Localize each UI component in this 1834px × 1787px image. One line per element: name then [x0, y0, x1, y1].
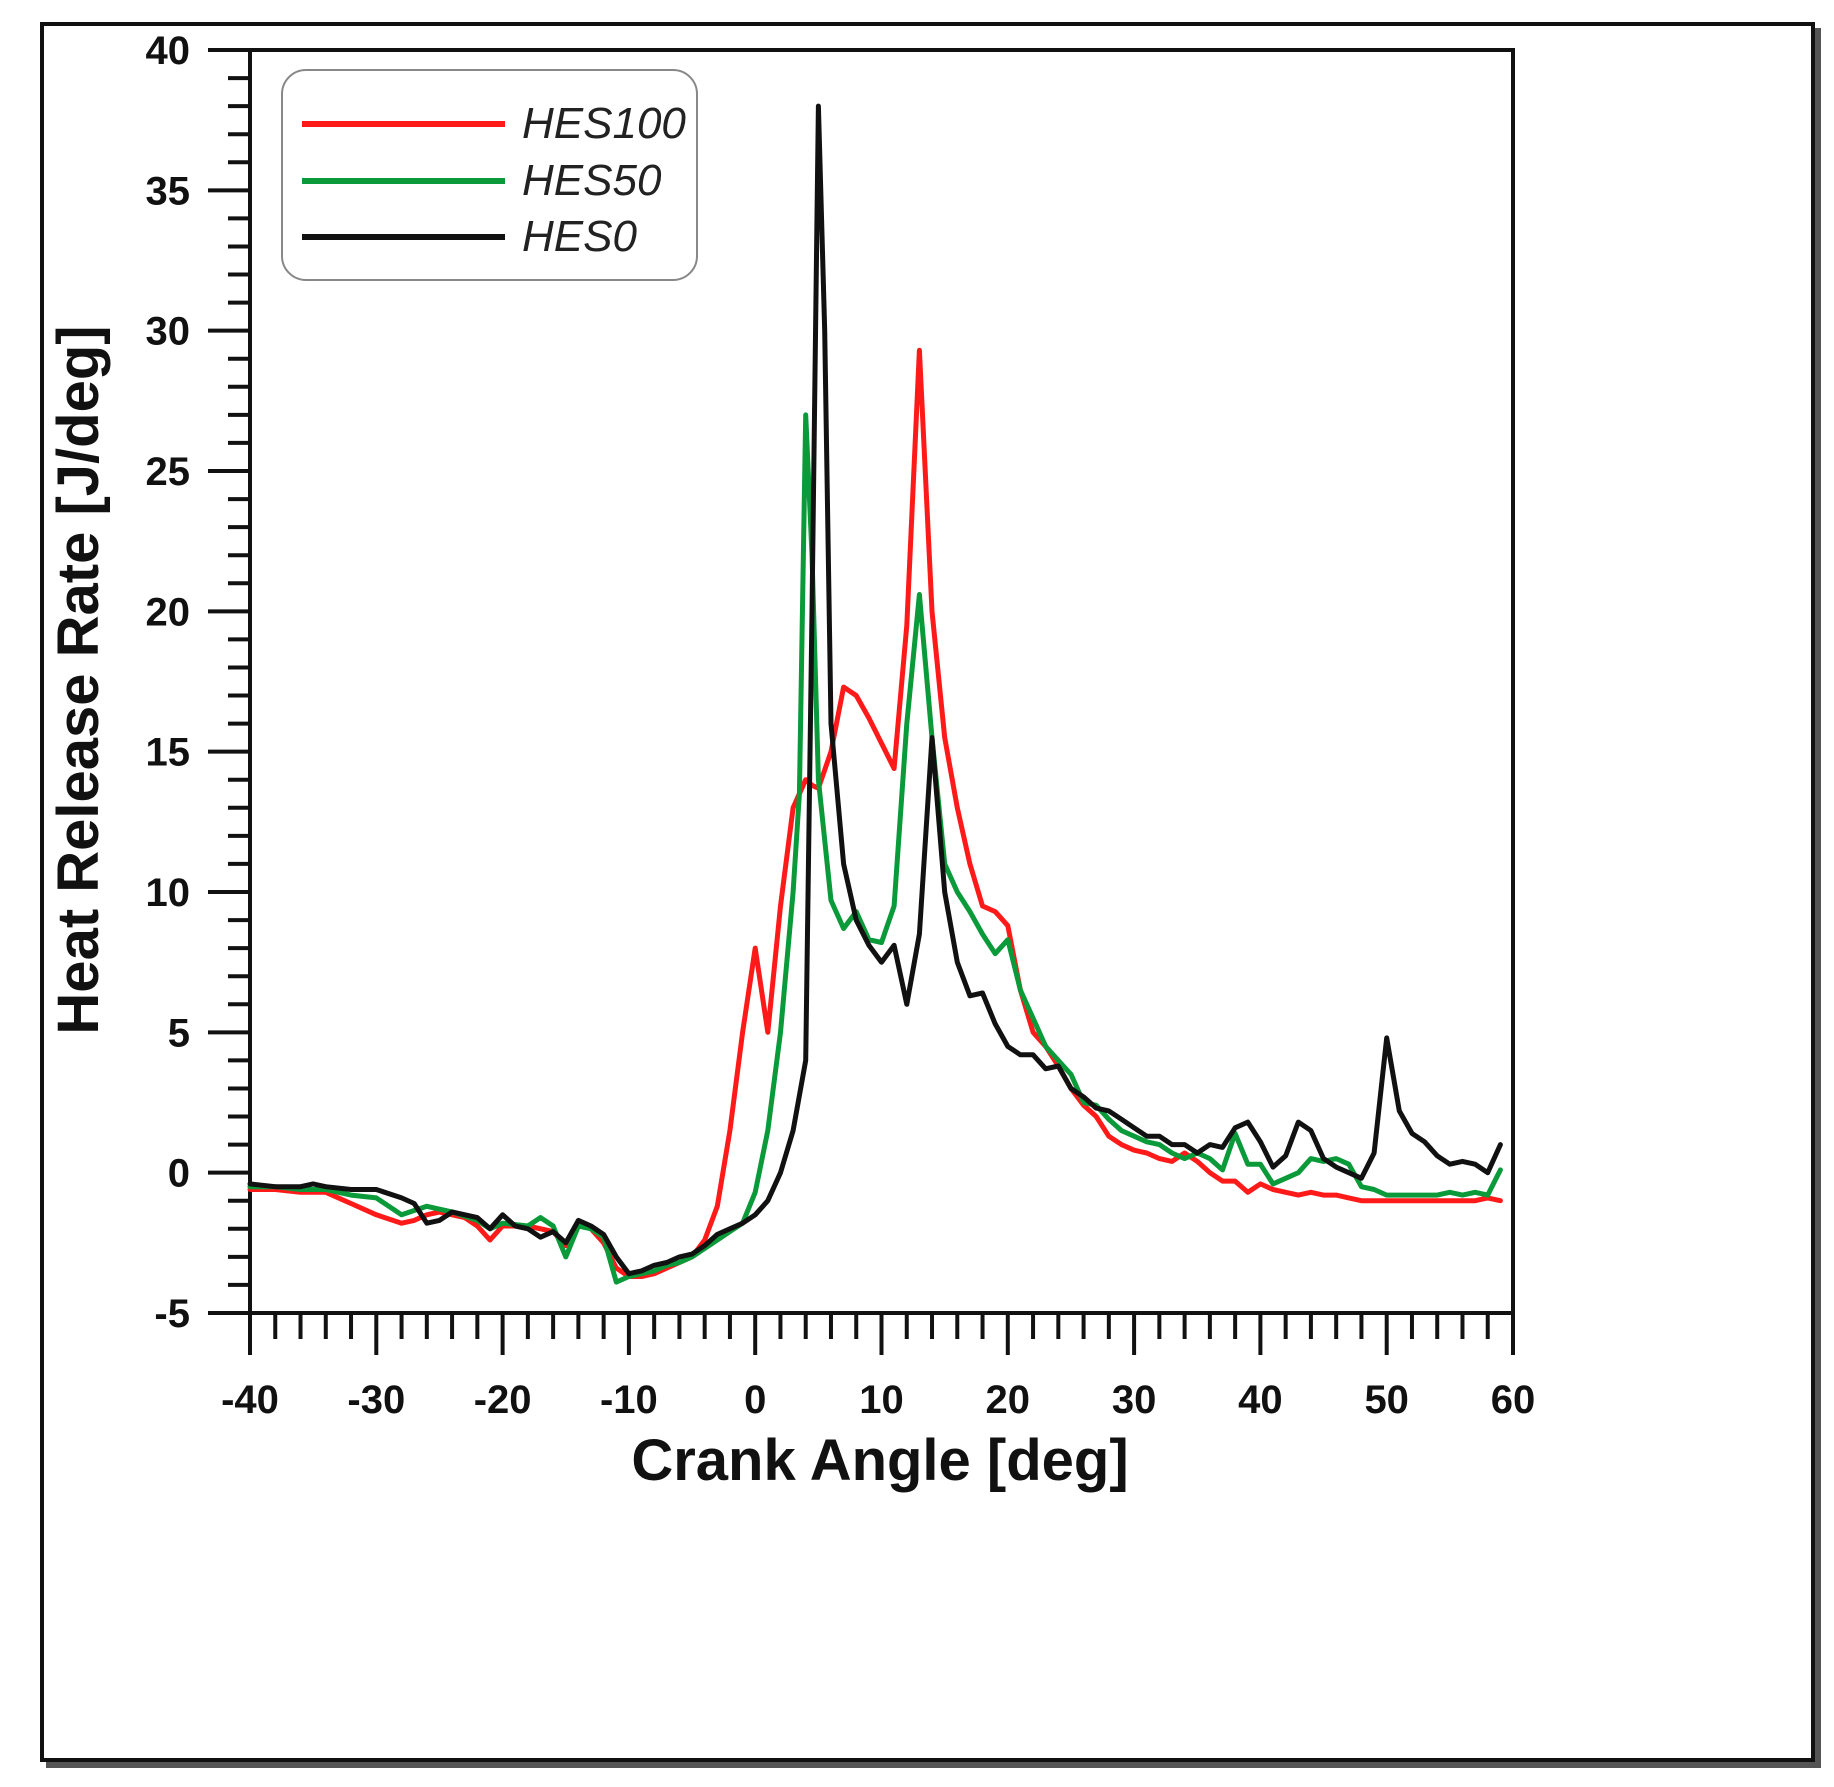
- x-axis-title: Crank Angle [deg]: [631, 1428, 1128, 1493]
- minor-ticks: [208, 48, 1515, 1355]
- y-tick-label: -5: [154, 1292, 190, 1336]
- x-tick-label: -10: [600, 1378, 658, 1422]
- y-tick-label: 30: [146, 310, 191, 354]
- y-tick-label: 5: [168, 1011, 190, 1055]
- y-tick-label: 20: [146, 590, 191, 634]
- y-tick-label: 15: [146, 731, 191, 775]
- series-line-hes100: [247, 347, 1503, 1279]
- x-tick-label: 40: [1238, 1378, 1283, 1422]
- x-tick-label: 20: [986, 1378, 1031, 1422]
- y-tick-label: 35: [146, 169, 191, 213]
- x-tick-label: 30: [1112, 1378, 1157, 1422]
- x-axis-ticks: -40 -30 -20 -10 0 10 20 30 40 50 60: [221, 1378, 1535, 1422]
- x-tick-label: 50: [1364, 1378, 1409, 1422]
- chart-frame: [40, 22, 1815, 1762]
- series-lines: [247, 103, 1503, 1285]
- y-tick-label: 0: [168, 1152, 190, 1196]
- x-tick-label: -40: [221, 1378, 279, 1422]
- y-axis-title: Heat Release Rate [J/deg]: [46, 325, 111, 1034]
- y-axis-ticks: -5 0 5 10 15 20 25 30 35 40: [146, 29, 191, 1336]
- x-tick-label: 10: [859, 1378, 904, 1422]
- x-tick-label: 0: [744, 1378, 766, 1422]
- series-line-hes0: [247, 103, 1503, 1277]
- x-tick-label: -30: [347, 1378, 405, 1422]
- legend-label-hes0: HES0: [522, 212, 637, 261]
- series-line-hes50: [247, 412, 1503, 1285]
- x-tick-label: 60: [1491, 1378, 1536, 1422]
- y-tick-label: 40: [146, 29, 191, 73]
- legend-label-hes100: HES100: [522, 99, 686, 148]
- legend-label-hes50: HES50: [522, 156, 662, 205]
- y-tick-label: 10: [146, 871, 191, 915]
- y-tick-label: 25: [146, 450, 191, 494]
- x-tick-label: -20: [474, 1378, 532, 1422]
- legend: HES100 HES50 HES0: [281, 69, 698, 281]
